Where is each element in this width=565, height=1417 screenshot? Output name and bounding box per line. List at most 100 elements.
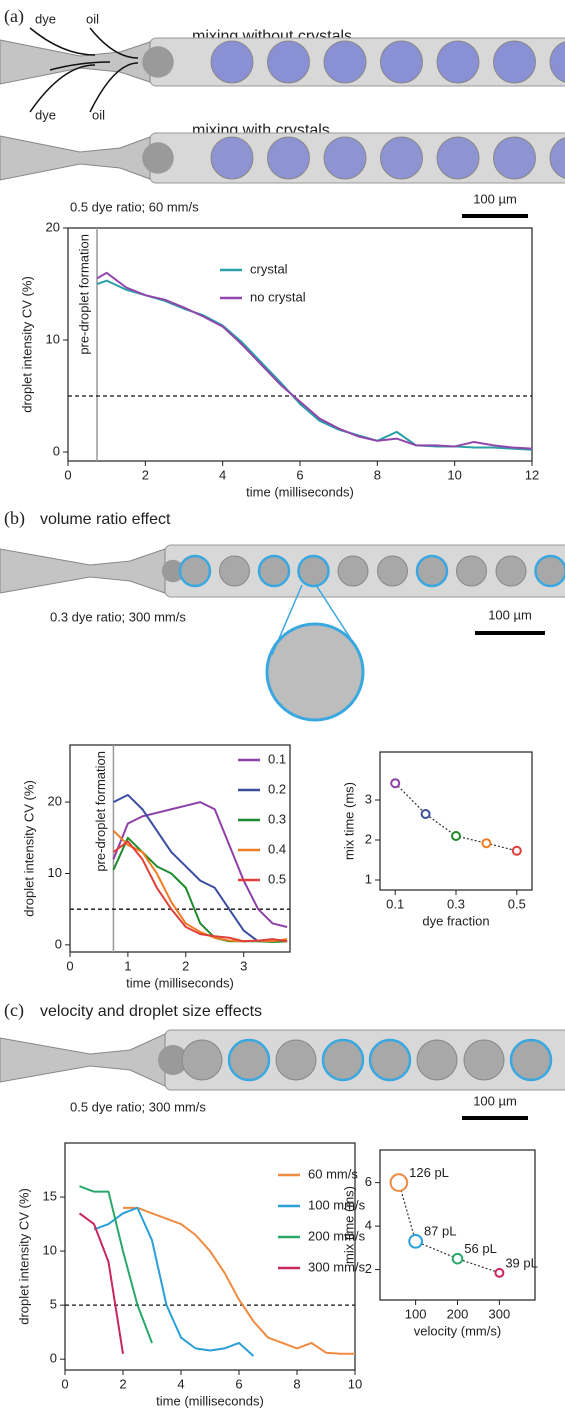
point [389,1173,409,1192]
droplet [297,554,330,588]
zoom-line [315,584,359,651]
zoom-view [265,622,365,722]
point [481,838,492,849]
inlet-label: oil [92,107,105,122]
scale-bar [462,1116,528,1120]
point [494,1267,505,1278]
condition: 0.5 dye ratio; 300 mm/s [70,1099,206,1114]
droplet [493,40,536,84]
x-tick-label: 10 [348,1376,362,1391]
size-label: 126 pL [409,1165,449,1180]
droplet [509,1038,553,1082]
y-tick-label: 20 [46,219,60,234]
zoom-line [271,584,303,656]
y-tick-label: 10 [43,1243,57,1258]
inlet-label: dye [35,11,56,26]
y-tick-label: 0 [55,936,62,951]
y-tick-label: 1 [365,871,372,886]
series-line [78,1212,124,1354]
x-tick-label: 2 [142,467,149,482]
droplet [549,41,565,83]
condition: 0.3 dye ratio; 300 mm/s [50,609,186,624]
y-tick-label: 20 [48,794,62,809]
droplet [493,136,536,180]
plot-frame [64,1142,356,1371]
y-tick-label: 15 [43,1188,57,1203]
x-tick-label: 0 [66,958,73,973]
droplet [463,1039,505,1081]
size-label: 87 pL [424,1224,457,1239]
series-line [96,271,533,450]
x-tick-label: 2 [182,958,189,973]
legend-label: 0.3 [268,811,286,826]
x-tick-label: 2 [119,1376,126,1391]
droplet [436,40,480,84]
legend-label: 0.4 [268,841,286,856]
y-axis-label: mix time (ms) [341,1186,356,1264]
y-tick-label: 0 [53,443,60,458]
inlet-label: oil [86,11,99,26]
droplet [323,136,367,180]
legend-label: crystal [250,261,288,276]
series-line [112,836,288,944]
x-tick-label: 0 [64,467,71,482]
x-tick-label: 12 [525,467,539,482]
x-tick-label: 6 [235,1376,242,1391]
y-tick-label: 4 [365,1218,372,1233]
scale-bar [462,214,528,218]
legend-label: 200 mm/s [308,1228,366,1243]
droplet [337,555,369,587]
plot-frame [379,1149,536,1301]
y-axis-label: droplet intensity CV (%) [16,1188,31,1325]
legend-label: 0.1 [268,751,286,766]
series-line [112,840,288,943]
x-tick-label: 4 [177,1376,184,1391]
panel-title: volume ratio effect [40,511,171,528]
flow-arrow [29,64,96,113]
x-tick-label: 200 [447,1306,469,1321]
forming-droplet [142,46,174,78]
scale-label: 100 µm [488,607,532,622]
droplet [495,555,527,587]
droplet [181,1039,223,1081]
x-tick-label: 0.5 [508,896,526,911]
droplet [267,40,310,84]
y-tick-label: 5 [50,1297,57,1312]
legend-label: 0.5 [268,871,286,886]
point [390,778,401,789]
x-tick-label: 4 [219,467,226,482]
droplet [227,1038,271,1082]
formation-label: pre-droplet formation [93,751,108,872]
droplet [534,554,565,588]
point [408,1233,423,1249]
droplet [321,1038,365,1082]
panel-title: velocity and droplet size effects [40,1003,262,1020]
panel-label: (a) [4,6,24,27]
x-tick-label: 1 [124,958,131,973]
droplet [380,136,423,180]
y-tick-label: 3 [365,791,372,806]
point [451,831,461,841]
condition: 0.5 dye ratio; 60 mm/s [70,199,199,214]
series-line [123,1206,355,1355]
scale-label: 100 µm [473,1093,517,1108]
plot-frame [67,227,533,462]
forming-droplet [161,559,185,583]
x-tick-label: 3 [240,958,247,973]
series-line [112,801,288,928]
droplet [416,1039,458,1081]
series-line [96,279,533,451]
x-tick-label: 6 [296,467,303,482]
channel [164,1029,565,1091]
x-axis-label: velocity (mm/s) [414,1323,501,1338]
plot-frame [379,751,533,891]
y-tick-label: 10 [48,865,62,880]
flow-arrow [89,62,139,113]
droplet [380,40,423,84]
nozzle [0,39,151,85]
panel-label: (c) [4,1000,24,1021]
y-axis-label: droplet intensity CV (%) [21,780,36,917]
droplet [210,136,254,180]
forming-droplet [142,142,174,174]
